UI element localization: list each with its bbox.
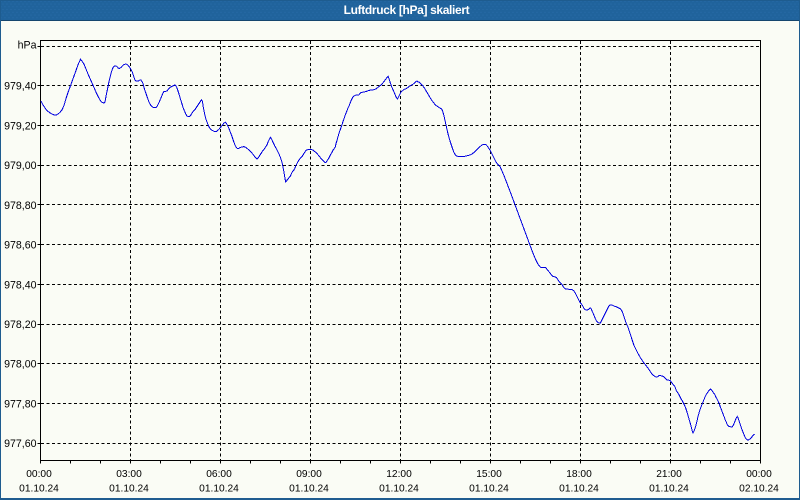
svg-text:01.10.24: 01.10.24: [109, 484, 149, 495]
svg-text:09:00: 09:00: [296, 469, 322, 480]
svg-text:15:00: 15:00: [476, 469, 502, 480]
svg-text:06:00: 06:00: [206, 469, 232, 480]
svg-text:12:00: 12:00: [386, 469, 412, 480]
svg-text:01.10.24: 01.10.24: [379, 484, 419, 495]
svg-text:02.10.24: 02.10.24: [739, 484, 779, 495]
svg-text:01.10.24: 01.10.24: [559, 484, 599, 495]
svg-text:18:00: 18:00: [566, 469, 592, 480]
svg-text:977,60: 977,60: [4, 438, 37, 450]
svg-text:21:00: 21:00: [656, 469, 682, 480]
svg-text:03:00: 03:00: [116, 469, 142, 480]
svg-text:01.10.24: 01.10.24: [19, 484, 59, 495]
svg-text:00:00: 00:00: [26, 469, 52, 480]
svg-text:977,80: 977,80: [4, 399, 37, 411]
svg-text:01.10.24: 01.10.24: [469, 484, 509, 495]
svg-text:Luftdruck [hPa] skaliert: Luftdruck [hPa] skaliert: [344, 3, 470, 17]
svg-text:01.10.24: 01.10.24: [199, 484, 239, 495]
svg-text:979,40: 979,40: [4, 81, 37, 93]
svg-text:978,00: 978,00: [4, 359, 37, 371]
svg-text:978,80: 978,80: [4, 200, 37, 212]
svg-text:979,20: 979,20: [4, 120, 37, 132]
svg-text:01.10.24: 01.10.24: [649, 484, 689, 495]
svg-text:01.10.24: 01.10.24: [289, 484, 329, 495]
svg-text:00:00: 00:00: [746, 469, 772, 480]
svg-text:978,40: 978,40: [4, 279, 37, 291]
svg-text:978,20: 978,20: [4, 319, 37, 331]
svg-text:978,60: 978,60: [4, 240, 37, 252]
svg-text:979,00: 979,00: [4, 160, 37, 172]
svg-text:hPa: hPa: [18, 39, 37, 51]
